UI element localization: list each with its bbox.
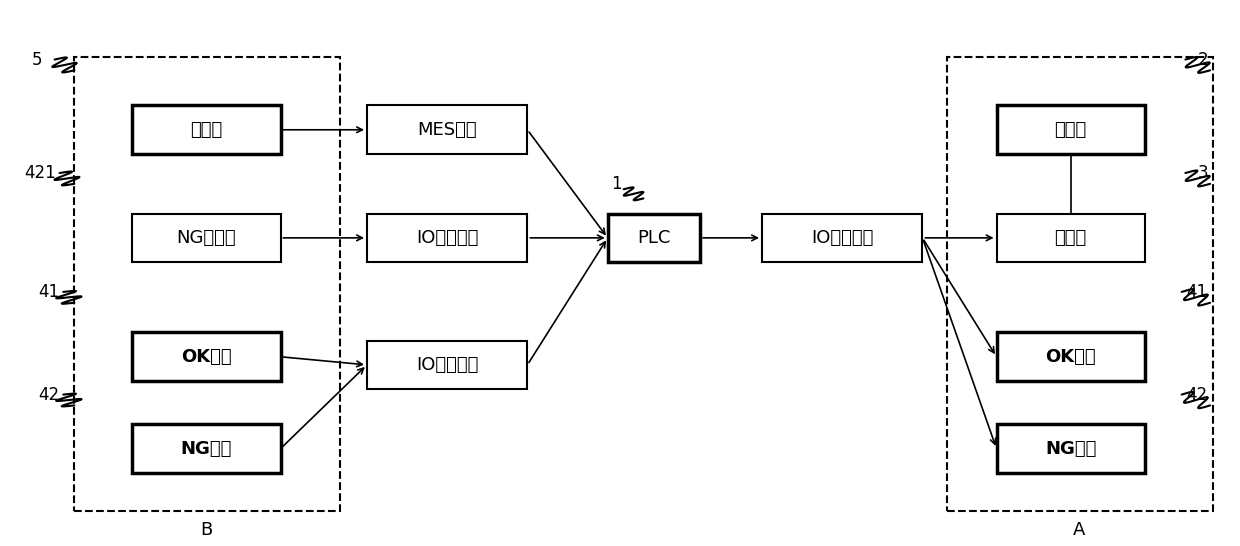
FancyBboxPatch shape	[997, 105, 1145, 154]
Text: B: B	[201, 521, 212, 539]
FancyBboxPatch shape	[367, 213, 527, 262]
Text: 2: 2	[1198, 51, 1208, 69]
FancyBboxPatch shape	[133, 424, 280, 473]
Text: 传感器: 传感器	[1054, 229, 1086, 247]
Text: NG指示灯: NG指示灯	[176, 229, 237, 247]
Text: 42: 42	[1185, 385, 1207, 403]
Text: 5: 5	[32, 51, 42, 69]
FancyBboxPatch shape	[133, 105, 280, 154]
FancyBboxPatch shape	[997, 213, 1145, 262]
Text: 42: 42	[38, 385, 60, 403]
FancyBboxPatch shape	[997, 424, 1145, 473]
Text: 3: 3	[1198, 164, 1208, 182]
Text: IO输出模块: IO输出模块	[415, 229, 479, 247]
Text: A: A	[1073, 521, 1085, 539]
Text: 41: 41	[38, 283, 60, 301]
Text: OK按钮: OK按钮	[1045, 348, 1096, 366]
FancyBboxPatch shape	[761, 213, 923, 262]
FancyBboxPatch shape	[608, 213, 701, 262]
FancyBboxPatch shape	[133, 333, 280, 381]
Text: MES系统: MES系统	[418, 121, 477, 139]
Text: IO输入模块: IO输入模块	[811, 229, 873, 247]
FancyBboxPatch shape	[997, 333, 1145, 381]
Text: 421: 421	[24, 164, 56, 182]
Text: 1: 1	[611, 175, 621, 193]
Text: 41: 41	[1185, 283, 1207, 301]
Text: 记号笔: 记号笔	[1054, 121, 1086, 139]
Text: IO输入模块: IO输入模块	[415, 356, 479, 374]
Text: OK按钮: OK按钮	[181, 348, 232, 366]
FancyBboxPatch shape	[367, 341, 527, 389]
Text: 扫码枪: 扫码枪	[190, 121, 223, 139]
Text: PLC: PLC	[637, 229, 671, 247]
Text: NG按钮: NG按钮	[181, 440, 232, 458]
Text: NG按钮: NG按钮	[1045, 440, 1096, 458]
FancyBboxPatch shape	[367, 105, 527, 154]
FancyBboxPatch shape	[133, 213, 280, 262]
